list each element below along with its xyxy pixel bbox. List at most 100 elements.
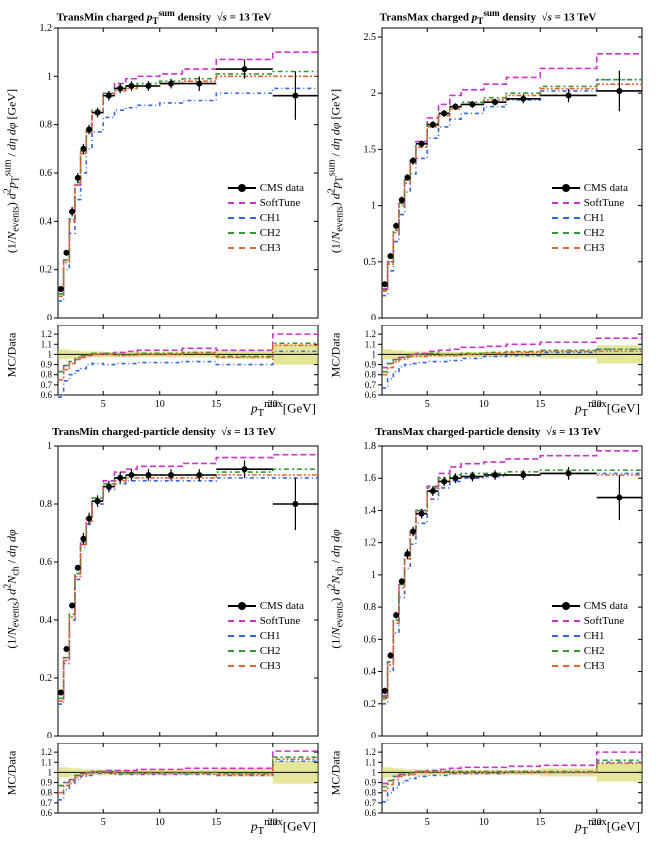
- svg-text:0: 0: [371, 313, 376, 320]
- svg-text:1: 1: [47, 71, 52, 82]
- legend-item-ch2: CH2: [552, 644, 628, 658]
- panel-title: TransMin charged-particle density √s = 1…: [6, 424, 322, 442]
- y-axis-label: (1/Nevents) d2pTsum / dη dφ [GeV]: [326, 89, 345, 253]
- svg-text:1.4: 1.4: [364, 505, 377, 516]
- main-plot: 00.20.40.60.811.2: [6, 24, 326, 320]
- svg-text:1.8: 1.8: [364, 442, 377, 452]
- panel-BL: TransMin charged-particle density √s = 1…: [4, 422, 324, 840]
- svg-text:0.8: 0.8: [41, 370, 53, 380]
- svg-text:5: 5: [101, 817, 106, 828]
- svg-text:5: 5: [101, 399, 106, 410]
- svg-text:0.2: 0.2: [40, 673, 53, 684]
- legend-item-data: CMS data: [228, 181, 304, 195]
- svg-text:1.1: 1.1: [365, 339, 376, 349]
- svg-text:0.6: 0.6: [41, 808, 53, 818]
- y-axis-label: (1/Nevents) d2pTsum / dη dφ [GeV]: [2, 89, 21, 253]
- svg-text:0.2: 0.2: [40, 265, 53, 276]
- ratio-y-label: MC/Data: [329, 333, 344, 378]
- svg-text:0.6: 0.6: [41, 390, 53, 400]
- svg-text:10: 10: [479, 399, 489, 410]
- legend-label: CH2: [584, 227, 605, 239]
- svg-text:0.6: 0.6: [365, 390, 377, 400]
- main-plot: 00.20.40.60.81: [6, 442, 326, 738]
- svg-text:0.8: 0.8: [40, 499, 53, 510]
- svg-text:2: 2: [371, 88, 376, 99]
- svg-text:0.7: 0.7: [365, 798, 377, 808]
- figure-grid: TransMin charged pTsum density √s = 13 T…: [0, 0, 656, 844]
- svg-text:0.8: 0.8: [40, 120, 53, 131]
- svg-text:15: 15: [535, 817, 545, 828]
- panel-TR: TransMax charged pTsum density √s = 13 T…: [328, 4, 648, 422]
- svg-text:0.8: 0.8: [364, 602, 377, 613]
- svg-text:0.7: 0.7: [41, 380, 53, 390]
- legend-label: CH3: [584, 660, 605, 672]
- svg-text:1: 1: [372, 349, 377, 359]
- legend: CMS data SoftTune CH1 CH2 CH3: [552, 598, 628, 674]
- legend-item-ch1: CH1: [552, 211, 628, 225]
- svg-text:0: 0: [371, 731, 376, 738]
- x-axis-label: pTmax[GeV]: [575, 398, 640, 419]
- main-plot: 00.20.40.60.811.21.41.61.8: [330, 442, 650, 738]
- svg-text:0.9: 0.9: [365, 778, 377, 788]
- legend-label: CH1: [260, 630, 281, 642]
- svg-text:1: 1: [372, 767, 377, 777]
- svg-text:10: 10: [479, 817, 489, 828]
- legend-item-softtune: SoftTune: [552, 196, 628, 210]
- legend-item-ch1: CH1: [552, 629, 628, 643]
- ratio-y-label: MC/Data: [5, 751, 20, 796]
- svg-text:1: 1: [48, 349, 53, 359]
- svg-text:15: 15: [211, 817, 221, 828]
- legend-item-ch3: CH3: [228, 659, 304, 673]
- legend-label: CH1: [584, 630, 605, 642]
- svg-text:1.2: 1.2: [41, 747, 52, 757]
- svg-text:1: 1: [47, 442, 52, 452]
- legend-label: CH3: [260, 660, 281, 672]
- legend-label: SoftTune: [584, 615, 625, 627]
- panel-BR: TransMax charged-particle density √s = 1…: [328, 422, 648, 840]
- svg-text:0.6: 0.6: [365, 808, 377, 818]
- svg-text:0.6: 0.6: [364, 634, 377, 645]
- svg-text:10: 10: [155, 399, 165, 410]
- svg-text:0.9: 0.9: [365, 360, 377, 370]
- y-axis-label: (1/Nevents) d2Nch / dη dφ: [2, 529, 21, 648]
- legend-item-softtune: SoftTune: [228, 614, 304, 628]
- svg-text:1: 1: [371, 570, 376, 581]
- svg-text:5: 5: [425, 817, 430, 828]
- legend-label: CMS data: [260, 182, 304, 194]
- svg-text:0.8: 0.8: [365, 788, 377, 798]
- legend-item-data: CMS data: [228, 599, 304, 613]
- legend-item-data: CMS data: [552, 599, 628, 613]
- legend-item-ch2: CH2: [228, 226, 304, 240]
- legend-item-softtune: SoftTune: [228, 196, 304, 210]
- legend: CMS dataSoftTuneCH1CH2CH3: [228, 180, 304, 256]
- legend-item-ch3: CH3: [552, 659, 628, 673]
- svg-text:1.2: 1.2: [365, 747, 376, 757]
- panel-TL: TransMin charged pTsum density √s = 13 T…: [4, 4, 324, 422]
- svg-text:0.6: 0.6: [40, 168, 53, 179]
- panel-title: TransMin charged pTsum density √s = 13 T…: [6, 6, 322, 24]
- ratio-y-label: MC/Data: [329, 751, 344, 796]
- svg-text:0: 0: [47, 731, 52, 738]
- svg-text:1: 1: [48, 767, 53, 777]
- legend-label: CH2: [584, 645, 605, 657]
- main-plot: 00.511.522.5: [330, 24, 650, 320]
- svg-text:0.7: 0.7: [365, 380, 377, 390]
- svg-text:0.9: 0.9: [41, 778, 53, 788]
- svg-text:1.2: 1.2: [365, 329, 376, 339]
- svg-text:1.6: 1.6: [364, 473, 377, 484]
- legend-item-ch2: CH2: [228, 644, 304, 658]
- svg-text:2.5: 2.5: [364, 32, 377, 43]
- svg-text:10: 10: [155, 817, 165, 828]
- svg-text:1.2: 1.2: [41, 329, 52, 339]
- legend-label: CH3: [260, 242, 281, 254]
- svg-text:0.6: 0.6: [40, 557, 53, 568]
- legend: CMS dataSoftTuneCH1CH2CH3: [552, 180, 628, 256]
- svg-text:0.8: 0.8: [365, 370, 377, 380]
- panel-title: TransMax charged pTsum density √s = 13 T…: [330, 6, 646, 24]
- svg-text:1: 1: [371, 201, 376, 212]
- legend-item-ch3: CH3: [228, 241, 304, 255]
- x-axis-label: pTmax[GeV]: [575, 816, 640, 837]
- legend-label: CH2: [260, 227, 281, 239]
- svg-text:15: 15: [535, 399, 545, 410]
- svg-text:1.5: 1.5: [364, 144, 377, 155]
